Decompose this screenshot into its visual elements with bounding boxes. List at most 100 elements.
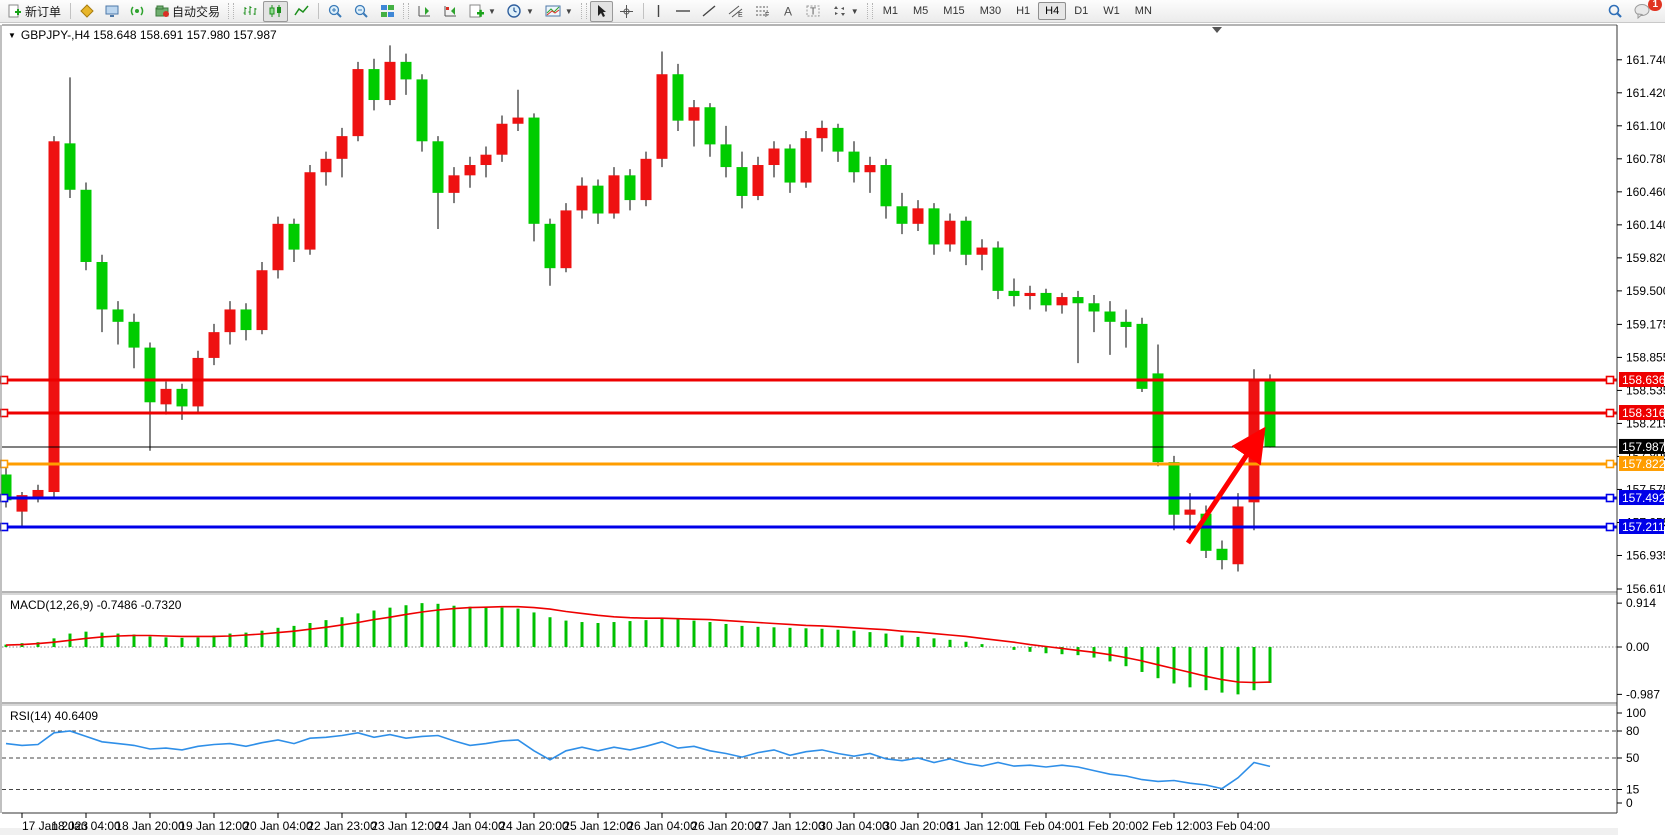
chevron-down-icon: ▼ xyxy=(850,6,859,16)
price-chart-canvas[interactable]: 161.740 161.420 161.100 160.780 160.460 160.1… xyxy=(0,23,1665,835)
text-tool-button[interactable]: A xyxy=(777,1,800,22)
price-tick-label: 161.100 xyxy=(1626,119,1665,133)
candle-body xyxy=(864,165,876,173)
vertical-line-tool-button[interactable] xyxy=(648,1,669,22)
line-handle[interactable] xyxy=(1605,375,1615,385)
time-axis-label: 31 Jan 12:00 xyxy=(947,819,1017,833)
candle-body xyxy=(1152,373,1164,463)
price-line-label: 158.316 xyxy=(1622,406,1665,420)
candle-body xyxy=(208,332,220,358)
template-dropdown[interactable]: ▼ xyxy=(540,1,578,22)
candle-body xyxy=(432,141,444,193)
candle-body xyxy=(768,148,780,166)
price-line-label-box xyxy=(1619,372,1664,387)
objects-list-button[interactable] xyxy=(438,1,463,22)
candle-body xyxy=(656,74,668,159)
candle-body xyxy=(160,388,172,405)
rsi-tick-label: 0 xyxy=(1626,796,1633,810)
line-handle[interactable] xyxy=(1605,522,1615,532)
horizontal-line-tool-button[interactable] xyxy=(670,1,696,22)
notifications-button[interactable]: 1 xyxy=(1629,0,1662,22)
candle-body xyxy=(1200,513,1212,551)
signals-button[interactable] xyxy=(125,1,149,22)
chart-title-text: GBPJPY-,H4 158.648 158.691 157.980 157.9… xyxy=(20,28,277,42)
candle-body xyxy=(1088,303,1100,312)
crosshair-tool-button[interactable] xyxy=(614,1,639,22)
fibonacci-tool-button[interactable]: F xyxy=(750,1,776,22)
chart-shift-marker[interactable] xyxy=(1212,27,1222,33)
candle-body xyxy=(816,127,828,139)
timeframe-m1-button[interactable]: M1 xyxy=(882,5,898,17)
zoom-out-icon xyxy=(354,4,369,19)
period-dropdown[interactable]: ▼ xyxy=(502,1,539,22)
candle-body xyxy=(192,357,204,407)
candle-body xyxy=(304,172,316,250)
line-handle[interactable] xyxy=(1605,459,1615,469)
search-button[interactable] xyxy=(1602,1,1628,22)
candle-body xyxy=(736,167,748,196)
new-chart-dropdown[interactable]: ▼ xyxy=(464,1,501,22)
arrows-tool-dropdown[interactable]: ▼ xyxy=(827,1,864,22)
macd-signal-line xyxy=(5,605,1271,684)
candle-chart-type-button[interactable] xyxy=(263,0,289,22)
candle-body xyxy=(320,158,332,173)
price-line-label: 157.822 xyxy=(1622,457,1665,471)
zoom-out-button[interactable] xyxy=(349,1,374,22)
line-handle[interactable] xyxy=(0,493,9,503)
candle-body xyxy=(16,495,28,512)
indicators-button[interactable] xyxy=(412,1,437,22)
price-line-label-box xyxy=(1619,438,1664,454)
auto-trading-button[interactable]: 自动交易 xyxy=(150,1,225,22)
tile-windows-button[interactable] xyxy=(375,1,400,22)
candle-body xyxy=(112,309,124,322)
line-handle[interactable] xyxy=(0,408,9,418)
time-axis-label: 25 Jan 12:00 xyxy=(563,819,633,833)
timeframe-mn-button[interactable]: MN xyxy=(1134,5,1152,17)
market-button[interactable] xyxy=(75,1,99,22)
line-handle[interactable] xyxy=(1605,493,1615,503)
candle-body xyxy=(400,61,412,80)
timeframe-h4-button[interactable]: H4 xyxy=(1038,2,1067,20)
candle-body xyxy=(1072,297,1084,304)
zoom-in-button[interactable] xyxy=(323,1,348,22)
line-handle[interactable] xyxy=(0,375,9,385)
template-icon xyxy=(545,4,561,18)
line-handle[interactable] xyxy=(1605,408,1615,418)
gold-box-icon xyxy=(80,4,94,18)
time-axis-label: 1 Feb 20:00 xyxy=(1078,819,1142,833)
time-axis-label: 22 Jan 23:00 xyxy=(307,819,377,833)
timeframe-buttons: M1 M5 M15 M30 H1 H4 D1 W1 MN xyxy=(876,2,1159,20)
chart-window[interactable]: ▼ GBPJPY-,H4 158.648 158.691 157.980 157… xyxy=(0,23,1665,835)
new-order-button[interactable]: 新订单 xyxy=(3,1,66,22)
cursor-tool-button[interactable] xyxy=(589,0,613,22)
trendline-tool-button[interactable] xyxy=(697,1,722,22)
timeframe-m30-button[interactable]: M30 xyxy=(979,5,1002,17)
timeframe-m15-button[interactable]: M15 xyxy=(943,5,965,17)
auto-trading-icon xyxy=(155,4,170,18)
line-handle[interactable] xyxy=(0,459,9,469)
line-chart-type-button[interactable] xyxy=(289,1,314,22)
annotation-arrow[interactable] xyxy=(1185,426,1266,545)
search-icon xyxy=(1607,3,1623,19)
timeframe-m5-button[interactable]: M5 xyxy=(913,5,929,17)
text-label-tool-button[interactable]: T xyxy=(801,1,826,22)
chart-menu-triangle-icon[interactable]: ▼ xyxy=(8,30,16,40)
timeframe-w1-button[interactable]: W1 xyxy=(1103,5,1120,17)
bar-chart-type-button[interactable] xyxy=(237,1,262,22)
candle-body xyxy=(912,208,924,224)
auto-trading-label: 自动交易 xyxy=(172,4,221,19)
channel-tool-button[interactable]: E xyxy=(723,1,749,22)
rsi-tick-label: 15 xyxy=(1626,783,1640,797)
price-tick-label: 159.500 xyxy=(1626,284,1665,298)
candle-body xyxy=(608,175,620,214)
candle-body xyxy=(512,117,524,124)
timeframe-d1-button[interactable]: D1 xyxy=(1074,5,1089,17)
time-axis-label: 24 Jan 04:00 xyxy=(435,819,505,833)
timeframe-h1-button[interactable]: H1 xyxy=(1016,5,1031,17)
line-handle[interactable] xyxy=(0,522,9,532)
time-axis-label: 19 Jan 12:00 xyxy=(179,819,249,833)
candle-body xyxy=(80,189,92,262)
candle-body xyxy=(256,270,268,331)
toolbar: 新订单 自动交易 ▼ ▼ ▼ E F A T ▼ M1 M5 M15 M30 H1 H4 D… xyxy=(0,0,1665,23)
vps-button[interactable] xyxy=(100,1,124,22)
